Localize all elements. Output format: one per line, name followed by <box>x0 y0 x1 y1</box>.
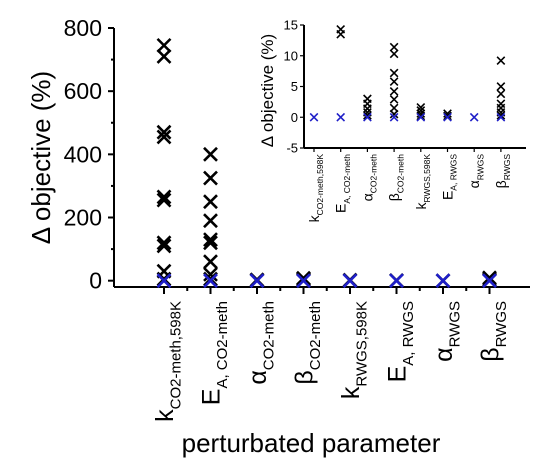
inset-baseline-point <box>469 112 479 122</box>
inset-baseline-point <box>416 112 426 122</box>
inset-x-tick-label: αCO2-meth <box>359 154 378 202</box>
inset-x-tick-label: EA, RWGS <box>440 154 459 200</box>
inset-data-point <box>389 87 399 96</box>
data-point <box>203 232 218 248</box>
inset-data-point <box>443 109 452 118</box>
data-point <box>156 124 172 140</box>
baseline-point <box>156 273 172 289</box>
inset-data-point <box>389 77 399 86</box>
inset-data-point <box>363 104 372 114</box>
inset-data-point <box>389 68 399 78</box>
data-point <box>156 238 172 254</box>
y-tick-label: 600 <box>64 78 102 104</box>
baseline-point <box>342 273 358 289</box>
data-point <box>203 266 218 282</box>
inset-baseline-point <box>309 112 319 122</box>
inset-data-point <box>496 82 506 91</box>
inset-x-tick-label: βCO2-meth <box>386 154 405 202</box>
y-tick-label: 0 <box>89 268 102 294</box>
data-point <box>203 170 218 186</box>
inset-x-tick-label: EA, CO2-meth <box>333 154 352 213</box>
inset-data-point <box>496 111 506 120</box>
data-point <box>156 192 172 208</box>
data-point <box>156 189 172 205</box>
inset-data-point <box>336 29 346 39</box>
x-tick-label: βCO2-meth <box>291 301 325 385</box>
x-tick-label: EA, CO2-meth <box>198 301 232 405</box>
inset-x-tick-label: kCO2-meth,598K <box>306 154 325 223</box>
data-point <box>156 129 172 145</box>
inset-baseline-point <box>389 112 399 122</box>
inset-data-point <box>363 111 372 120</box>
inset-data-point <box>416 111 426 121</box>
inset-x-tick-label: αRWGS <box>466 154 485 189</box>
main-plot: 0 200 400 600 800 kCO2-meth,598K EA, CO2-meth α… <box>26 15 530 458</box>
y-tick-label: 400 <box>64 141 102 167</box>
data-point <box>203 235 218 251</box>
baseline-point <box>482 273 497 289</box>
data-point <box>203 194 218 210</box>
y-tick-label: 800 <box>64 15 102 41</box>
inset-plot: -5 0 5 10 15 kCO2-meth,598K EA, CO2-meth αCO2-m… <box>258 18 526 223</box>
data-point <box>156 37 172 53</box>
inset-data-point <box>389 109 399 119</box>
inset-baseline-point <box>496 112 506 122</box>
inset-data-point <box>496 89 506 99</box>
inset-data-point <box>389 42 399 52</box>
inset-data-point <box>389 95 399 104</box>
y-tick-label: 200 <box>64 205 102 231</box>
inset-data-point <box>443 111 452 121</box>
inset-y-tick-label: 15 <box>284 18 298 33</box>
inset-data-point <box>389 49 399 59</box>
baseline-point <box>435 273 451 289</box>
inset-y-tick-label: 10 <box>284 48 298 63</box>
inset-data-point <box>496 56 506 66</box>
x-tick-label: kRWGS,598K <box>337 301 371 399</box>
x-tick-label: αCO2-meth <box>244 301 278 385</box>
inset-data-point <box>416 109 426 118</box>
x-tick-label: βRWGS <box>477 301 511 362</box>
inset-y-axis-label: Δ objective (%) <box>258 34 277 147</box>
data-point <box>156 235 172 251</box>
baseline-point <box>249 273 265 289</box>
data-point <box>203 254 218 270</box>
x-tick-label: kCO2-meth,598K <box>151 301 185 422</box>
inset-baseline-point <box>443 112 452 122</box>
data-point <box>203 213 218 229</box>
inset-x-tick-label: kRWGS,598K <box>413 154 432 210</box>
baseline-point <box>389 273 404 289</box>
inset-y-tick-label: 0 <box>291 110 298 125</box>
x-axis-label: perturbated parameter <box>182 428 441 458</box>
inset-y-tick-label: 5 <box>291 79 298 94</box>
data-point <box>156 49 172 64</box>
inset-baseline-point <box>336 112 346 122</box>
inset-y-tick-label: -5 <box>286 141 298 156</box>
data-point <box>203 146 218 162</box>
baseline-point <box>203 273 218 289</box>
x-tick-label: EA, RWGS <box>384 301 418 382</box>
y-axis-label: Δ objective (%) <box>26 71 56 244</box>
inset-x-tick-label: βRWGS <box>493 154 512 189</box>
baseline-point <box>296 273 311 289</box>
x-tick-label: αRWGS <box>430 301 464 362</box>
inset-baseline-point <box>363 112 372 122</box>
